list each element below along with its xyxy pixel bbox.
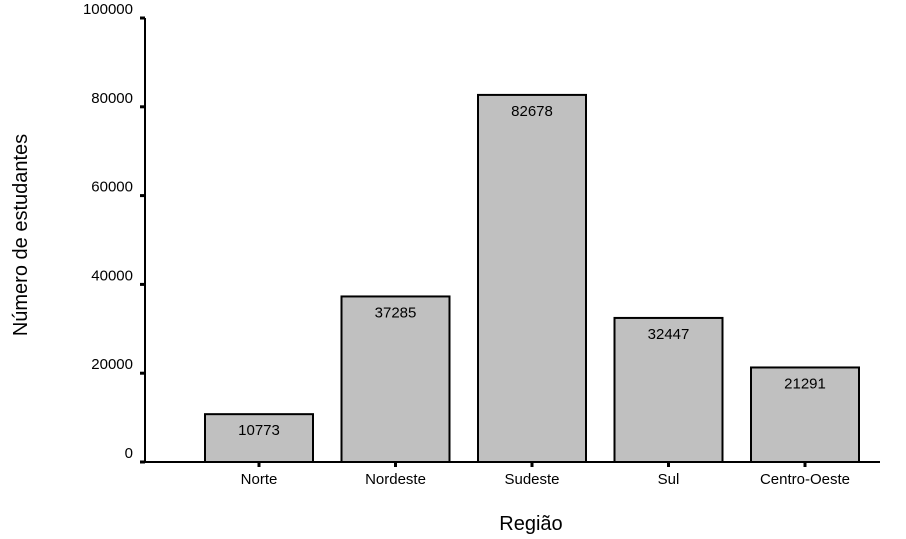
bar-nordeste xyxy=(340,295,451,463)
y-axis-title: Número de estudantes xyxy=(10,134,32,336)
x-tick-label: Sudeste xyxy=(504,471,559,488)
x-tick-label: Sul xyxy=(658,471,680,488)
bar-norte xyxy=(204,413,314,463)
y-tick-label: 20000 xyxy=(91,356,133,373)
bar-value-label: 32447 xyxy=(648,326,690,343)
bar-sul xyxy=(613,316,724,464)
bar-value-label: 21291 xyxy=(784,375,826,392)
bar-sudeste xyxy=(477,93,587,464)
bars-group: 10773 37285 82678 32447 21291 xyxy=(204,93,860,464)
y-tick-label: 60000 xyxy=(91,179,133,196)
x-tick-label: Nordeste xyxy=(365,471,426,488)
y-tick-label: 40000 xyxy=(91,267,133,284)
bar-value-label: 10773 xyxy=(238,422,280,439)
y-ticks-group: 0 20000 40000 60000 80000 100000 xyxy=(83,1,145,464)
bar-value-label: 37285 xyxy=(375,304,417,321)
x-tick-label: Centro-Oeste xyxy=(760,471,850,488)
bar-centro-oeste xyxy=(750,366,860,463)
axes-group xyxy=(144,18,880,463)
y-tick-label: 100000 xyxy=(83,1,133,18)
bar-value-label: 82678 xyxy=(511,103,553,120)
y-tick-label: 0 xyxy=(125,445,133,462)
x-axis-title: Região xyxy=(499,513,562,535)
x-tick-label: Norte xyxy=(241,471,278,488)
y-tick-label: 80000 xyxy=(91,90,133,107)
x-ticks-group: Norte Nordeste Sudeste Sul Centro-Oeste xyxy=(241,462,850,488)
